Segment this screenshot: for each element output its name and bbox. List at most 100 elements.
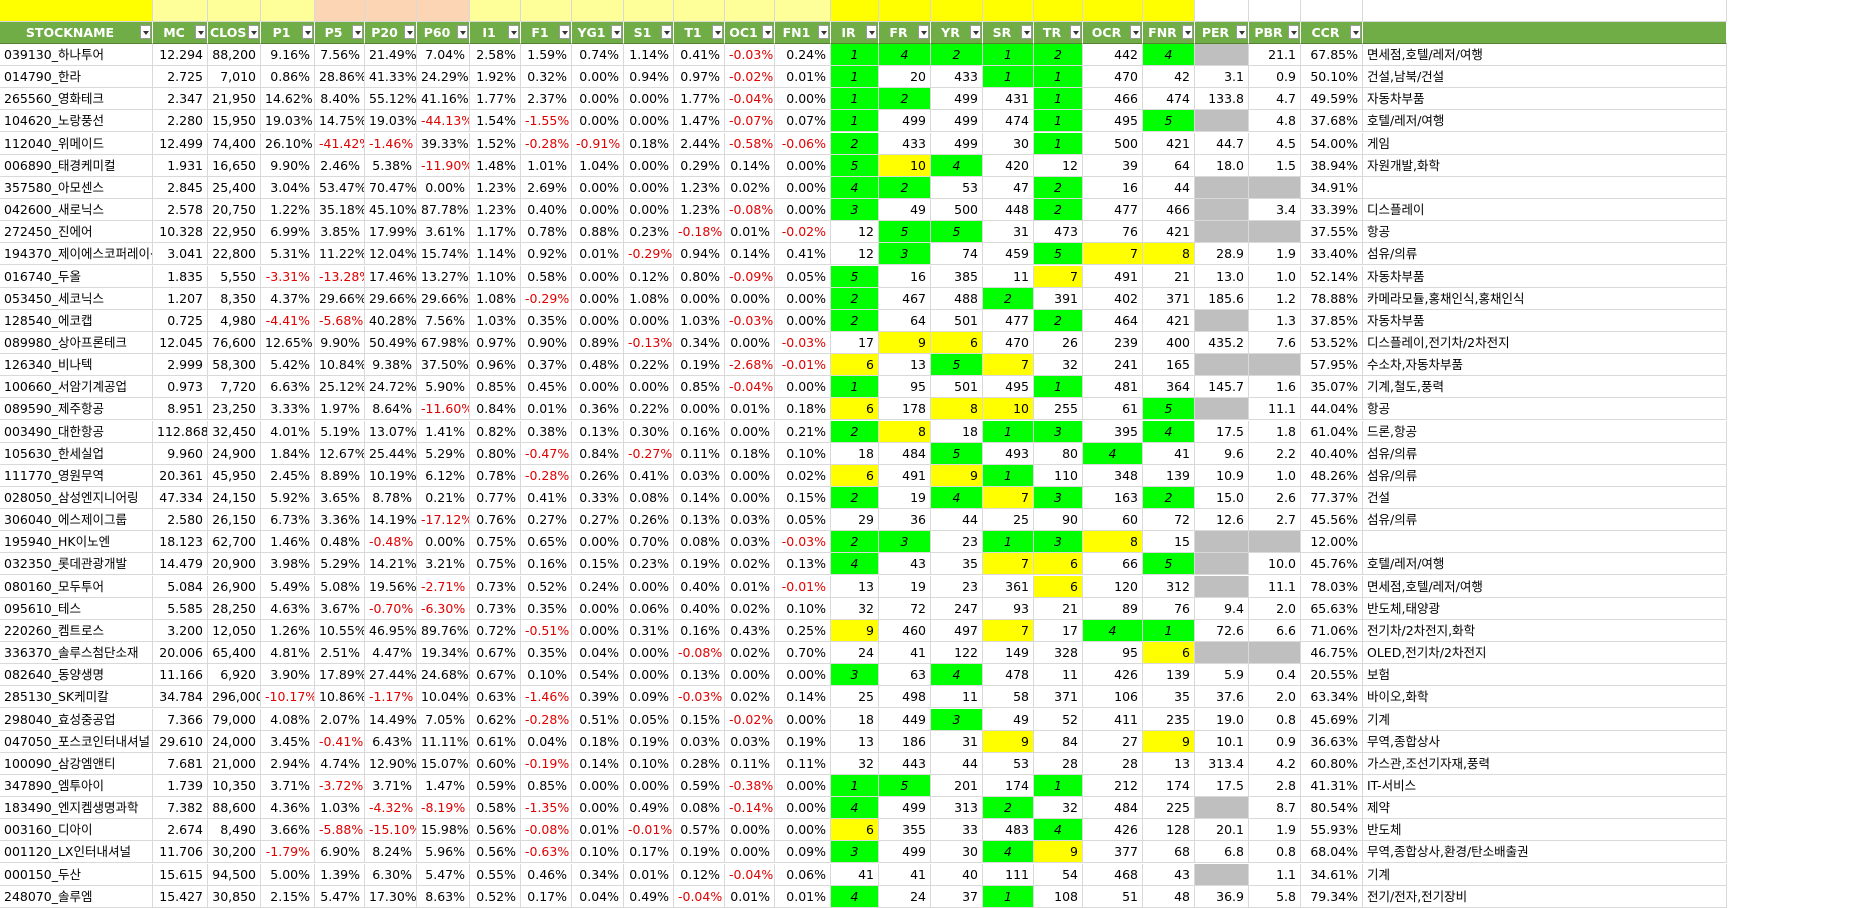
cell-fn1[interactable]: 0.13% [775, 553, 831, 576]
cell-i1[interactable]: 1.23% [470, 176, 521, 199]
cell-clos[interactable]: 62,700 [208, 531, 261, 554]
cell-p20[interactable]: 14.49% [365, 708, 417, 731]
cell-clos[interactable]: 26,900 [208, 575, 261, 598]
cell-sr[interactable]: 2 [983, 797, 1034, 820]
cell-s1[interactable]: 0.09% [624, 686, 674, 709]
cell-stockname[interactable]: 112040_위메이드 [0, 132, 153, 155]
cell-mc[interactable]: 11.706 [153, 841, 208, 864]
cell-pbr[interactable]: 3.4 [1249, 199, 1301, 222]
cell-t1[interactable]: 0.00% [674, 398, 725, 421]
cell-t1[interactable]: 0.11% [674, 442, 725, 465]
cell-sr[interactable]: 1 [983, 531, 1034, 554]
cell-p20[interactable]: 12.90% [365, 752, 417, 775]
cell-sr[interactable]: 25 [983, 509, 1034, 532]
cell-i1[interactable]: 0.78% [470, 464, 521, 487]
cell-i1[interactable]: 0.84% [470, 398, 521, 421]
cell-ocr[interactable]: 395 [1083, 420, 1143, 443]
cell-tr[interactable]: 32 [1034, 797, 1083, 820]
cell-ocr[interactable]: 39 [1083, 154, 1143, 177]
cell-stockname[interactable]: 357580_아모센스 [0, 176, 153, 199]
cell-tr[interactable]: 1 [1034, 376, 1083, 399]
cell-per[interactable] [1195, 176, 1249, 199]
filter-dropdown-icon[interactable] [762, 25, 773, 39]
cell-p20[interactable]: 8.64% [365, 398, 417, 421]
cell-s1[interactable]: 0.08% [624, 487, 674, 509]
cell-p1[interactable]: 3.33% [261, 398, 315, 421]
column-header-sr[interactable]: SR [983, 22, 1034, 44]
cell-p60[interactable]: -6.30% [417, 597, 470, 620]
cell-s1[interactable]: 0.00% [624, 642, 674, 665]
cell-fn1[interactable]: 0.21% [775, 420, 831, 443]
cell-pbr[interactable]: 1.0 [1249, 265, 1301, 288]
cell-ocr[interactable]: 76 [1083, 221, 1143, 244]
cell-i1[interactable]: 1.10% [470, 265, 521, 288]
cell-p20[interactable]: -15.10% [365, 819, 417, 842]
cell-ir[interactable]: 29 [831, 509, 879, 532]
cell-p20[interactable]: 24.72% [365, 376, 417, 399]
cell-tr[interactable]: 1 [1034, 66, 1083, 89]
cell-yr[interactable]: 433 [931, 66, 983, 89]
cell-p5[interactable]: -5.68% [315, 309, 365, 332]
cell-p20[interactable]: 5.38% [365, 154, 417, 177]
cell-yr[interactable]: 497 [931, 619, 983, 642]
cell-per[interactable] [1195, 398, 1249, 421]
cell-i1[interactable]: 0.56% [470, 819, 521, 842]
cell-category[interactable]: 전기/전자,전기장비 [1363, 885, 1727, 908]
cell-stockname[interactable]: 111770_영원무역 [0, 464, 153, 487]
cell-i1[interactable]: 0.61% [470, 730, 521, 753]
cell-clos[interactable]: 23,250 [208, 398, 261, 421]
cell-fr[interactable]: 491 [879, 464, 931, 487]
cell-p20[interactable]: 21.49% [365, 44, 417, 66]
cell-pbr[interactable]: 2.6 [1249, 487, 1301, 509]
cell-p1[interactable]: 12.65% [261, 331, 315, 354]
cell-fr[interactable]: 499 [879, 841, 931, 864]
column-header-s1[interactable]: S1 [624, 22, 674, 44]
cell-p1[interactable]: 3.90% [261, 664, 315, 687]
cell-ccr[interactable]: 78.88% [1301, 287, 1363, 310]
cell-fn1[interactable]: 0.00% [775, 287, 831, 310]
cell-stockname[interactable]: 126340_비나텍 [0, 354, 153, 377]
cell-p5[interactable]: 10.86% [315, 686, 365, 709]
cell-p5[interactable]: 12.67% [315, 442, 365, 465]
cell-ccr[interactable]: 53.52% [1301, 331, 1363, 354]
cell-tr[interactable]: 1 [1034, 774, 1083, 797]
cell-p20[interactable]: 6.30% [365, 863, 417, 886]
cell-tr[interactable]: 371 [1034, 686, 1083, 709]
cell-ccr[interactable]: 50.10% [1301, 66, 1363, 89]
cell-ccr[interactable]: 33.40% [1301, 243, 1363, 266]
cell-p1[interactable]: 1.46% [261, 531, 315, 554]
cell-stockname[interactable]: 128540_에코캡 [0, 309, 153, 332]
cell-mc[interactable]: 0.973 [153, 376, 208, 399]
cell-fr[interactable]: 95 [879, 376, 931, 399]
cell-t1[interactable]: 0.13% [674, 664, 725, 687]
cell-mc[interactable]: 34.784 [153, 686, 208, 709]
cell-fnr[interactable]: 5 [1143, 553, 1195, 576]
cell-yr[interactable]: 247 [931, 597, 983, 620]
cell-fn1[interactable]: 0.00% [775, 88, 831, 111]
cell-p60[interactable]: -17.12% [417, 509, 470, 532]
cell-f1[interactable]: 0.78% [521, 221, 572, 244]
cell-ocr[interactable]: 468 [1083, 863, 1143, 886]
cell-yr[interactable]: 2 [931, 44, 983, 66]
cell-i1[interactable]: 1.17% [470, 221, 521, 244]
cell-fn1[interactable]: 0.00% [775, 376, 831, 399]
cell-clos[interactable]: 296,000 [208, 686, 261, 709]
cell-stockname[interactable]: 220260_켐트로스 [0, 619, 153, 642]
cell-fnr[interactable]: 21 [1143, 265, 1195, 288]
cell-ccr[interactable]: 44.04% [1301, 398, 1363, 421]
column-header-yr[interactable]: YR [931, 22, 983, 44]
filter-dropdown-icon[interactable] [1021, 25, 1032, 39]
cell-s1[interactable]: 0.00% [624, 575, 674, 598]
filter-dropdown-icon[interactable] [1182, 25, 1193, 39]
cell-p5[interactable]: 25.12% [315, 376, 365, 399]
cell-yr[interactable]: 201 [931, 774, 983, 797]
cell-p20[interactable]: 12.04% [365, 243, 417, 266]
cell-fr[interactable]: 8 [879, 420, 931, 443]
cell-p5[interactable]: 29.66% [315, 287, 365, 310]
cell-mc[interactable]: 2.999 [153, 354, 208, 377]
cell-clos[interactable]: 74,400 [208, 132, 261, 155]
cell-p60[interactable]: 6.12% [417, 464, 470, 487]
cell-pbr[interactable]: 21.1 [1249, 44, 1301, 66]
cell-fnr[interactable]: 8 [1143, 243, 1195, 266]
cell-fnr[interactable]: 139 [1143, 664, 1195, 687]
